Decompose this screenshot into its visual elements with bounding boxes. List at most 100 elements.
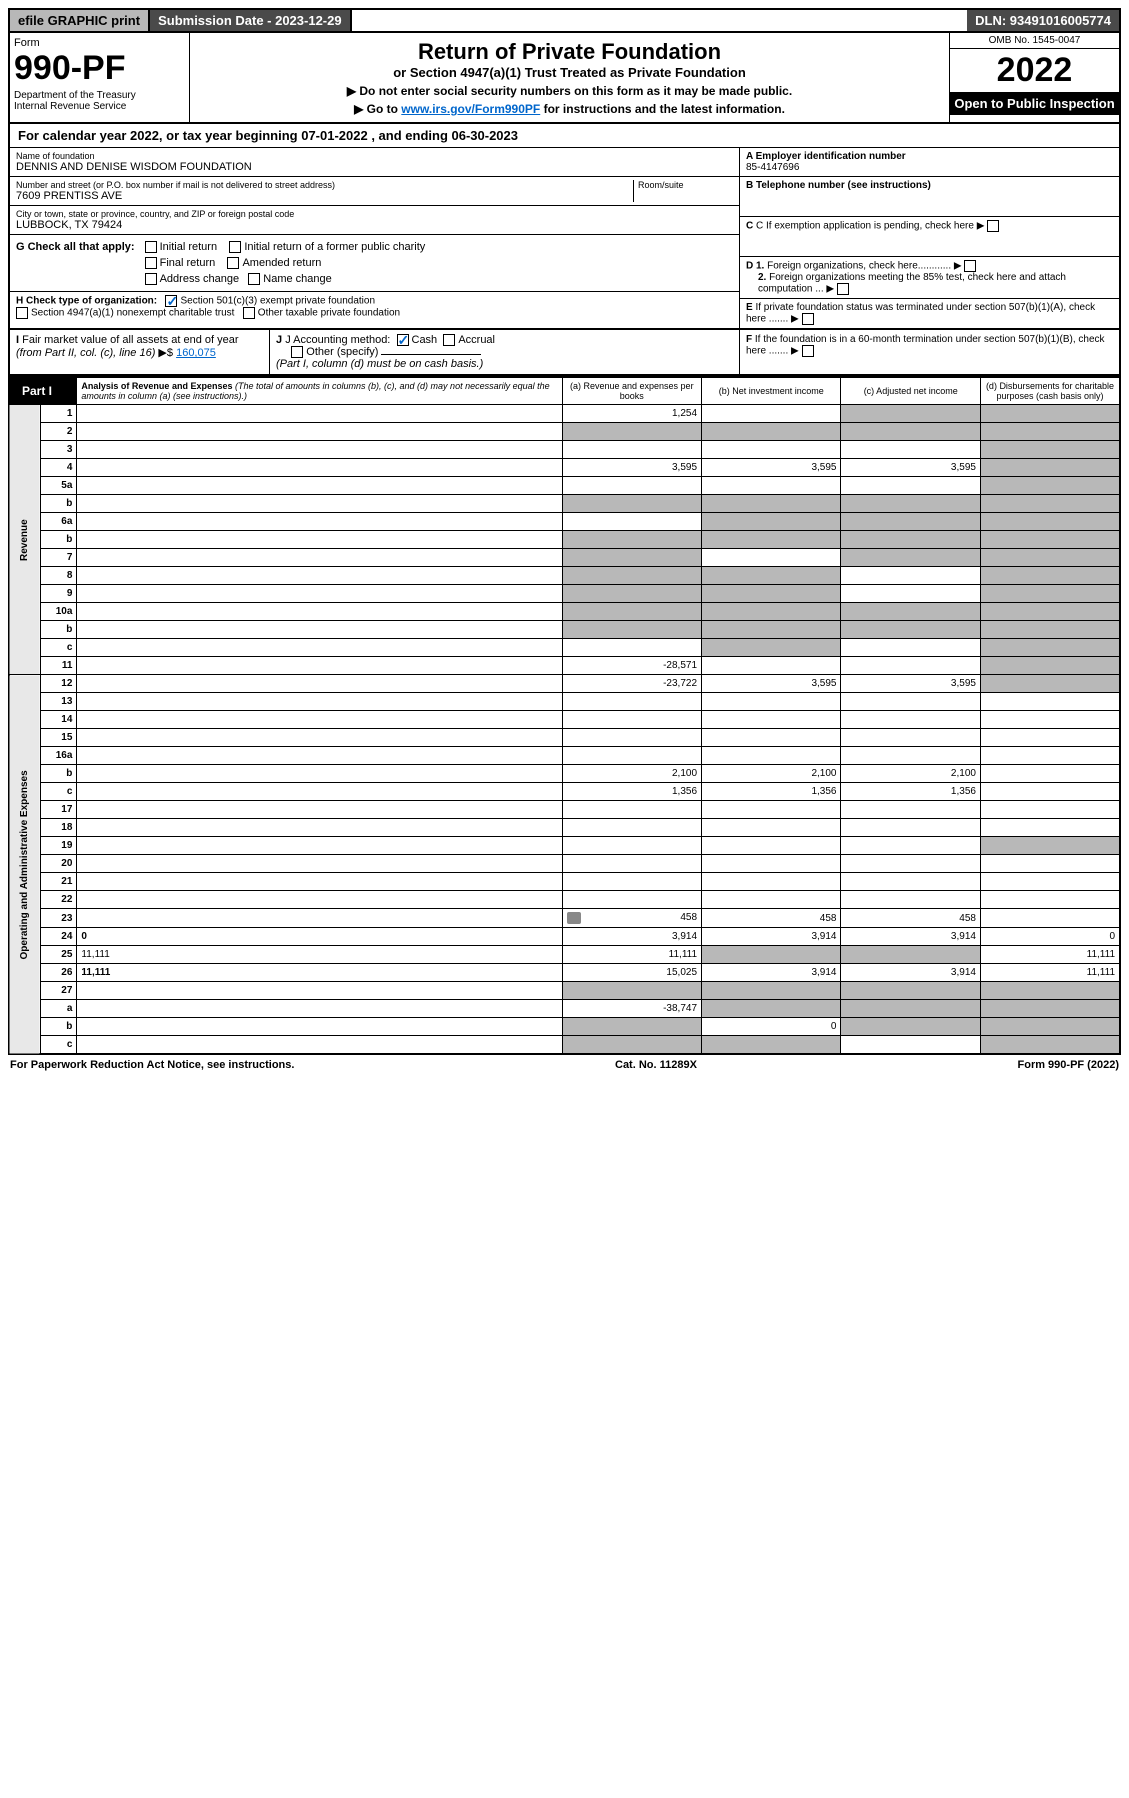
cell-value xyxy=(980,873,1120,891)
dln-number: DLN: 93491016005774 xyxy=(967,10,1119,31)
cell-value xyxy=(980,855,1120,873)
row-description xyxy=(77,639,562,657)
cell-value xyxy=(562,801,701,819)
row-description xyxy=(77,675,562,693)
cell-value: 1,356 xyxy=(702,783,841,801)
cash-checkbox[interactable] xyxy=(397,334,409,346)
cell-value xyxy=(702,855,841,873)
other-method-checkbox[interactable] xyxy=(291,346,303,358)
cell-value xyxy=(841,513,980,531)
topbar: efile GRAPHIC print Submission Date - 20… xyxy=(8,8,1121,33)
cell-value xyxy=(702,567,841,585)
cell-value xyxy=(841,819,980,837)
address-change-checkbox[interactable] xyxy=(145,273,157,285)
city-label: City or town, state or province, country… xyxy=(16,209,733,219)
cell-value xyxy=(702,513,841,531)
cell-value: -28,571 xyxy=(562,657,701,675)
irs-link[interactable]: www.irs.gov/Form990PF xyxy=(401,102,540,116)
address-label: Number and street (or P.O. box number if… xyxy=(16,180,633,190)
row-description: 11,111 xyxy=(77,964,562,982)
row-description xyxy=(77,405,562,423)
cell-value xyxy=(980,765,1120,783)
cell-value xyxy=(562,477,701,495)
accrual-checkbox[interactable] xyxy=(443,334,455,346)
row-number: 3 xyxy=(41,441,77,459)
row-description xyxy=(77,657,562,675)
cell-value xyxy=(980,459,1120,477)
cell-value xyxy=(702,946,841,964)
form-header: Form 990-PF Department of the Treasury I… xyxy=(8,33,1121,124)
initial-return-checkbox[interactable] xyxy=(145,241,157,253)
cell-value xyxy=(841,621,980,639)
d2-checkbox[interactable] xyxy=(837,283,849,295)
cell-value: 3,595 xyxy=(562,459,701,477)
row-description xyxy=(77,765,562,783)
expenses-side-label: Operating and Administrative Expenses xyxy=(9,675,41,1055)
row-description xyxy=(77,603,562,621)
cell-value xyxy=(841,531,980,549)
row-description xyxy=(77,693,562,711)
other-taxable-checkbox[interactable] xyxy=(243,307,255,319)
cell-value xyxy=(980,1000,1120,1018)
f-checkbox[interactable] xyxy=(802,345,814,357)
cell-value xyxy=(702,711,841,729)
cell-value xyxy=(841,603,980,621)
cell-value: 3,914 xyxy=(841,964,980,982)
row-number: 16a xyxy=(41,747,77,765)
cell-value xyxy=(980,711,1120,729)
4947a1-checkbox[interactable] xyxy=(16,307,28,319)
d1-checkbox[interactable] xyxy=(964,260,976,272)
501c3-checkbox[interactable] xyxy=(165,295,177,307)
final-return-checkbox[interactable] xyxy=(145,257,157,269)
cell-value xyxy=(562,441,701,459)
row-number: 22 xyxy=(41,891,77,909)
cell-value xyxy=(841,1018,980,1036)
row-description xyxy=(77,441,562,459)
cell-value xyxy=(702,891,841,909)
row-number: 27 xyxy=(41,982,77,1000)
e-checkbox[interactable] xyxy=(802,313,814,325)
cell-value xyxy=(980,1036,1120,1055)
col-d-header: (d) Disbursements for charitable purpose… xyxy=(980,377,1120,405)
efile-button[interactable]: efile GRAPHIC print xyxy=(10,10,150,31)
row-description xyxy=(77,1000,562,1018)
ijf-row: I Fair market value of all assets at end… xyxy=(8,330,1121,376)
cell-value xyxy=(562,1018,701,1036)
omb-number: OMB No. 1545-0047 xyxy=(950,33,1119,49)
row-number: c xyxy=(41,1036,77,1055)
row-number: 21 xyxy=(41,873,77,891)
calendar-year-line: For calendar year 2022, or tax year begi… xyxy=(8,124,1121,148)
cell-value xyxy=(980,603,1120,621)
cell-value xyxy=(702,621,841,639)
attachment-icon[interactable] xyxy=(567,912,581,924)
cell-value xyxy=(841,549,980,567)
c-checkbox[interactable] xyxy=(987,220,999,232)
cell-value xyxy=(980,675,1120,693)
cell-value: -23,722 xyxy=(562,675,701,693)
initial-return-former-checkbox[interactable] xyxy=(229,241,241,253)
cell-value: 11,111 xyxy=(980,964,1120,982)
row-description xyxy=(77,621,562,639)
row-number: 2 xyxy=(41,423,77,441)
cell-value xyxy=(841,946,980,964)
cell-value xyxy=(562,513,701,531)
instruction-2: ▶ Go to www.irs.gov/Form990PF for instru… xyxy=(196,102,943,116)
cell-value xyxy=(562,603,701,621)
row-number: c xyxy=(41,639,77,657)
cell-value xyxy=(702,747,841,765)
row-description xyxy=(77,567,562,585)
cell-value xyxy=(980,909,1120,928)
cell-value: 3,595 xyxy=(702,675,841,693)
row-number: 8 xyxy=(41,567,77,585)
cell-value xyxy=(841,639,980,657)
name-change-checkbox[interactable] xyxy=(248,273,260,285)
row-description xyxy=(77,495,562,513)
row-number: 11 xyxy=(41,657,77,675)
cell-value xyxy=(562,837,701,855)
cell-value: 2,100 xyxy=(562,765,701,783)
cell-value xyxy=(980,531,1120,549)
row-number: b xyxy=(41,531,77,549)
amended-return-checkbox[interactable] xyxy=(227,257,239,269)
cell-value xyxy=(841,585,980,603)
cell-value xyxy=(562,585,701,603)
